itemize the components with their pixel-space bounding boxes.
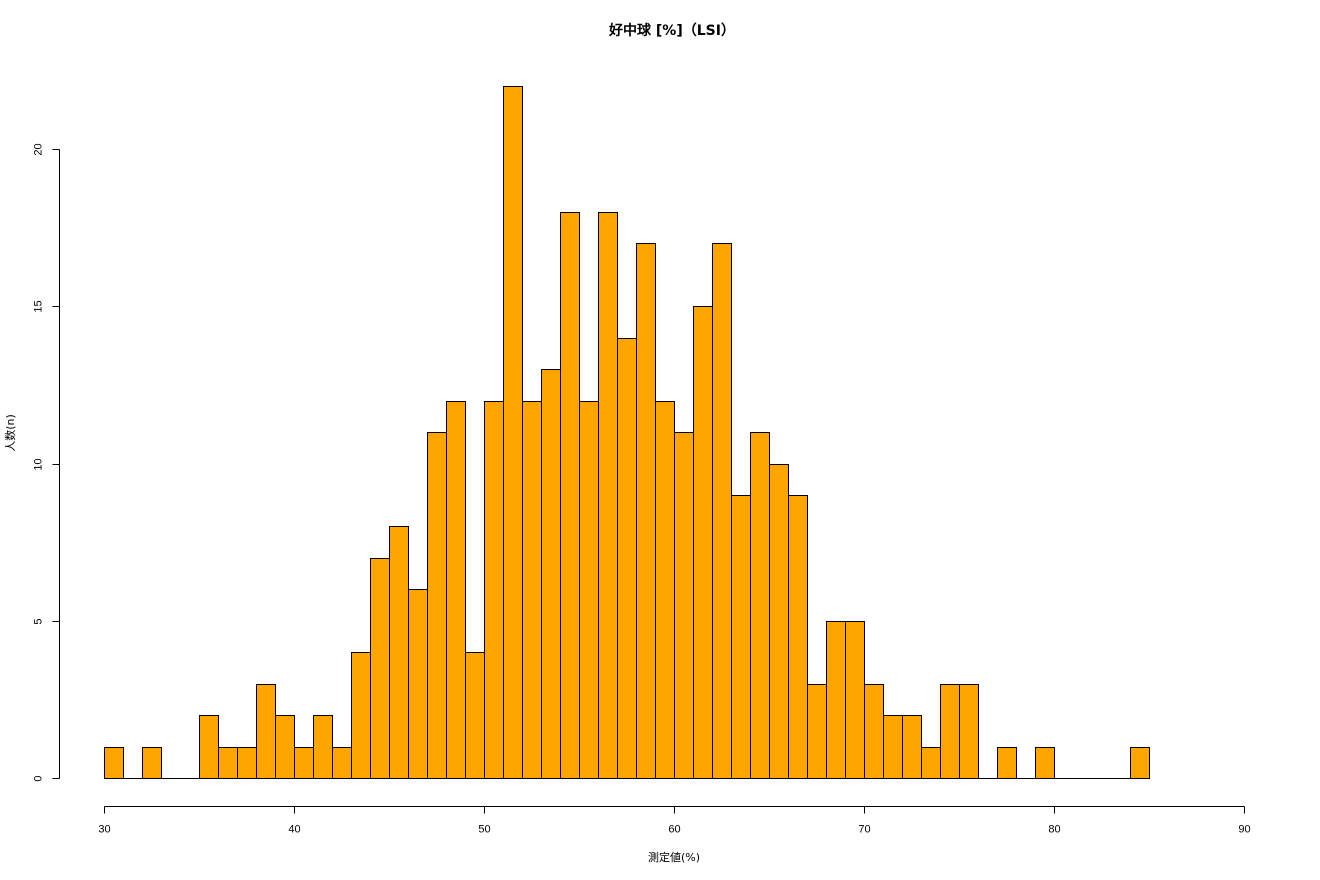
bars-group [104, 86, 1150, 779]
histogram-bar [370, 558, 390, 779]
y-tick-label: 10 [33, 458, 45, 470]
histogram-bar [959, 684, 979, 779]
y-tick-label: 0 [33, 775, 45, 781]
histogram-bar [598, 212, 618, 779]
histogram-bar [332, 747, 352, 779]
histogram-bar [579, 401, 599, 779]
histogram-bar [693, 306, 713, 779]
histogram-bar [256, 684, 276, 779]
y-tick-label: 15 [33, 300, 45, 312]
histogram-bar [883, 715, 903, 779]
histogram-bar [769, 464, 789, 779]
histogram-bar [142, 747, 162, 779]
histogram-bar [940, 684, 960, 779]
chart-title: 好中球 [%]（LSI） [608, 22, 735, 39]
x-tick-label: 60 [668, 824, 680, 836]
x-tick-label: 30 [98, 824, 110, 836]
histogram-bar [218, 747, 238, 779]
histogram-bar [864, 684, 884, 779]
x-tick-label: 70 [858, 824, 870, 836]
histogram-bar [712, 243, 732, 779]
x-axis-label: 測定値(%) [648, 850, 700, 864]
histogram-bar [1035, 747, 1055, 779]
x-tick-label: 80 [1048, 824, 1060, 836]
histogram-bar [389, 526, 409, 779]
histogram-bar [427, 432, 447, 779]
x-tick-label: 50 [478, 824, 490, 836]
histogram-bar [807, 684, 827, 779]
y-tick-label: 20 [33, 143, 45, 155]
histogram-bar [237, 747, 257, 779]
histogram-bar [541, 369, 561, 779]
histogram-bar [408, 589, 428, 779]
histogram-bar [294, 747, 314, 779]
y-tick-label: 5 [33, 618, 45, 624]
histogram-bar [997, 747, 1017, 779]
histogram-bar [446, 401, 466, 779]
histogram-bar [465, 652, 485, 779]
x-tick-label: 40 [288, 824, 300, 836]
histogram-bar [313, 715, 333, 779]
y-axis-label: 人数(n) [4, 414, 17, 452]
histogram-bar [522, 401, 542, 779]
histogram-bar [351, 652, 371, 779]
y-axis: 0 5 10 15 20 [33, 143, 60, 782]
histogram-bar [750, 432, 770, 779]
histogram-bar [921, 747, 941, 779]
histogram-bar [104, 747, 124, 779]
histogram-bar [199, 715, 219, 779]
histogram-bar [788, 495, 808, 779]
histogram-bar [560, 212, 580, 779]
histogram-bar [503, 86, 523, 779]
histogram-bar [674, 432, 694, 779]
histogram-bar [655, 401, 675, 779]
x-axis: 30 40 50 60 70 80 90 [98, 806, 1251, 836]
histogram-bar [826, 621, 846, 779]
histogram-bar [636, 243, 656, 779]
histogram-bar [484, 401, 504, 779]
histogram-bar [845, 621, 865, 779]
histogram-bar [1130, 747, 1150, 779]
histogram-bar [617, 338, 637, 779]
histogram-bar [275, 715, 295, 779]
histogram-bar [731, 495, 751, 779]
x-tick-label: 90 [1238, 824, 1250, 836]
histogram-bar [902, 715, 922, 779]
